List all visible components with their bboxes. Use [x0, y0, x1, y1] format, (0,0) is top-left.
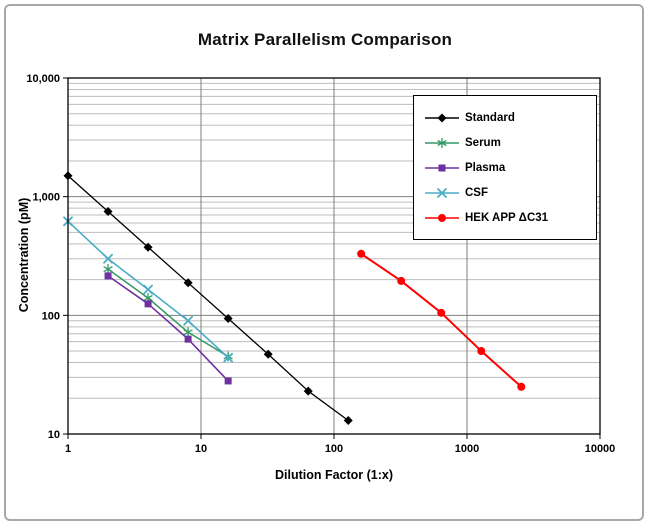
legend-item-csf: CSF: [424, 180, 586, 205]
svg-text:100: 100: [325, 443, 343, 455]
legend-label: CSF: [465, 186, 488, 199]
series-standard: [63, 171, 353, 425]
series-serum: [103, 264, 233, 362]
svg-text:10: 10: [48, 429, 60, 441]
star-marker-icon: [424, 136, 460, 150]
x-marker-icon: [424, 186, 460, 200]
legend-label: Serum: [465, 136, 501, 149]
axis-tick-labels: 1 10 100 1000 10000 10 100 1,000 10,000: [26, 73, 615, 455]
series-csf: [63, 216, 234, 363]
svg-text:10,000: 10,000: [26, 73, 60, 85]
svg-text:10000: 10000: [585, 443, 616, 455]
diamond-marker-icon: [424, 111, 460, 125]
legend-item-standard: Standard: [424, 105, 586, 130]
svg-text:1000: 1000: [455, 443, 479, 455]
legend-item-plasma: Plasma: [424, 155, 586, 180]
legend-label: HEK APP ΔC31: [465, 211, 549, 224]
legend-item-serum: Serum: [424, 130, 586, 155]
svg-text:1,000: 1,000: [32, 192, 60, 204]
legend: Standard Serum Plasma CSF HEK APP ΔC31: [413, 95, 597, 240]
legend-label: Plasma: [465, 161, 506, 174]
legend-label: Standard: [465, 111, 515, 124]
x-axis-label: Dilution Factor (1:x): [274, 468, 394, 482]
svg-text:1: 1: [65, 443, 71, 455]
chart-title: Matrix Parallelism Comparison: [197, 30, 453, 49]
axis-ticks: [63, 77, 601, 439]
square-marker-icon: [424, 161, 460, 175]
legend-item-hek-app-dc31: HEK APP ΔC31: [424, 205, 586, 230]
circle-marker-icon: [424, 211, 460, 225]
svg-text:10: 10: [195, 443, 207, 455]
svg-text:100: 100: [42, 310, 60, 322]
series-plasma: [104, 272, 232, 385]
series-hek-app-c31: [357, 249, 526, 391]
